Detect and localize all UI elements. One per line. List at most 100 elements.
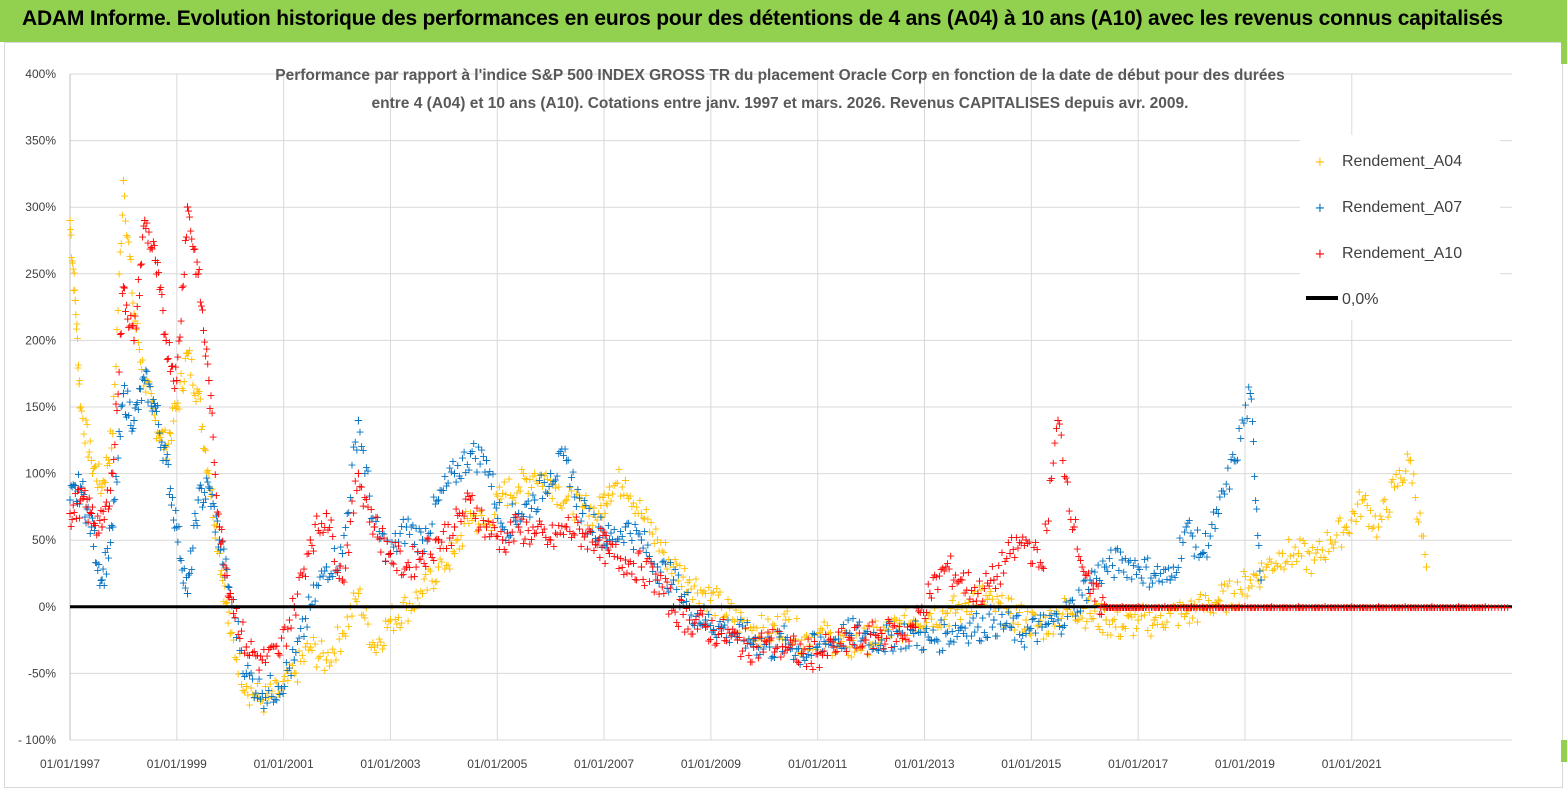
data-point-dense: + xyxy=(1387,475,1396,488)
data-point-dense: + xyxy=(810,629,819,642)
data-point: + xyxy=(76,400,86,414)
data-point-dense: + xyxy=(69,478,78,491)
data-point-dense: + xyxy=(532,474,541,487)
data-point: + xyxy=(97,480,107,494)
x-tick-label: 01/01/2005 xyxy=(467,757,527,771)
data-point-dense: + xyxy=(789,634,798,647)
data-point-dense: + xyxy=(591,510,600,523)
data-point-dense: + xyxy=(815,661,824,674)
data-point: + xyxy=(562,453,572,467)
data-point: + xyxy=(578,500,588,514)
data-point-dense: + xyxy=(506,489,515,502)
data-point-dense: + xyxy=(110,493,119,506)
data-point-dense: + xyxy=(1295,533,1304,546)
data-point-dense: + xyxy=(436,552,445,565)
data-point-dense: + xyxy=(375,632,384,645)
data-point-dense: + xyxy=(176,314,185,327)
data-point-dense: + xyxy=(299,630,308,643)
data-point-dense: + xyxy=(133,396,142,409)
data-point-dense: + xyxy=(222,569,231,582)
data-point-dense: + xyxy=(303,620,312,633)
data-point-dense: + xyxy=(317,634,326,647)
data-point-dense: + xyxy=(359,608,368,621)
data-point-dense: + xyxy=(66,479,75,492)
data-point-dense: + xyxy=(299,655,308,668)
data-point-dense: + xyxy=(1055,619,1064,632)
data-point-dense: + xyxy=(551,482,560,495)
data-point-dense: + xyxy=(946,550,955,563)
data-point: + xyxy=(1293,547,1303,561)
data-point-dense: + xyxy=(221,552,230,565)
data-point-dense: + xyxy=(670,553,679,566)
data-point-dense: + xyxy=(309,578,318,591)
data-point-dense: + xyxy=(73,332,82,345)
data-point-dense: + xyxy=(662,563,671,576)
data-point: + xyxy=(353,467,363,481)
data-point-dense: + xyxy=(272,676,281,689)
data-point-dense: + xyxy=(210,518,219,531)
data-point-dense: + xyxy=(659,546,668,559)
data-point-dense: + xyxy=(191,395,200,408)
data-point-dense: + xyxy=(92,475,101,488)
data-point-dense: + xyxy=(490,497,499,510)
data-point-dense: + xyxy=(93,564,102,577)
x-tick-label: 01/01/2009 xyxy=(681,757,741,771)
data-point-dense: + xyxy=(608,487,617,500)
data-point-dense: + xyxy=(347,458,356,471)
data-point-dense: + xyxy=(135,382,144,395)
data-point-dense: + xyxy=(312,578,321,591)
data-point-dense: + xyxy=(744,632,753,645)
data-point-dense: + xyxy=(82,418,91,431)
data-point-dense: + xyxy=(538,480,547,493)
data-point-dense: + xyxy=(174,402,183,415)
data-point-dense: + xyxy=(157,288,166,301)
data-point-dense: + xyxy=(189,519,198,532)
data-point: + xyxy=(321,653,331,667)
data-point-dense: + xyxy=(291,667,300,680)
y-tick-label: 350% xyxy=(25,134,56,148)
data-point-dense: + xyxy=(1385,506,1394,519)
data-point-dense: + xyxy=(1082,615,1091,628)
data-point-dense: + xyxy=(549,540,558,553)
data-point-dense: + xyxy=(223,580,232,593)
data-point-dense: + xyxy=(818,623,827,636)
data-point-dense: + xyxy=(182,571,191,584)
data-point-dense: + xyxy=(309,545,318,558)
data-point-dense: + xyxy=(1106,628,1115,641)
data-point-dense: + xyxy=(842,627,851,640)
data-point-dense: + xyxy=(599,488,608,501)
data-point-dense: + xyxy=(887,614,896,627)
data-point-dense: + xyxy=(1383,511,1392,524)
data-point-dense: + xyxy=(548,492,557,505)
data-point-dense: + xyxy=(368,511,377,524)
data-point-dense: + xyxy=(1050,620,1059,633)
data-point-dense: + xyxy=(349,440,358,453)
data-point-dense: + xyxy=(975,580,984,593)
data-point-dense: + xyxy=(256,695,265,708)
data-point-dense: + xyxy=(220,579,229,592)
data-point: + xyxy=(1213,507,1223,521)
data-point-dense: + xyxy=(427,574,436,587)
data-point-dense: + xyxy=(439,542,448,555)
data-point-dense: + xyxy=(84,500,93,513)
data-point-dense: + xyxy=(437,555,446,568)
data-point: + xyxy=(701,613,711,627)
data-point-dense: + xyxy=(447,465,456,478)
data-point: + xyxy=(241,680,251,694)
data-point-dense: + xyxy=(195,482,204,495)
data-point: + xyxy=(909,613,919,627)
data-point-dense: + xyxy=(634,527,643,540)
data-point-dense: + xyxy=(468,514,477,527)
data-point-dense: + xyxy=(640,525,649,538)
data-point-dense: + xyxy=(1212,598,1221,611)
data-point-dense: + xyxy=(141,364,150,377)
data-point-dense: + xyxy=(741,642,750,655)
data-point-dense: + xyxy=(739,614,748,627)
data-point: + xyxy=(1133,613,1143,627)
data-point-dense: + xyxy=(199,442,208,455)
data-point-dense: + xyxy=(709,623,718,636)
data-point-dense: + xyxy=(516,484,525,497)
data-point-dense: + xyxy=(1204,594,1213,607)
data-point-dense: + xyxy=(651,574,660,587)
data-point-dense: + xyxy=(560,494,569,507)
